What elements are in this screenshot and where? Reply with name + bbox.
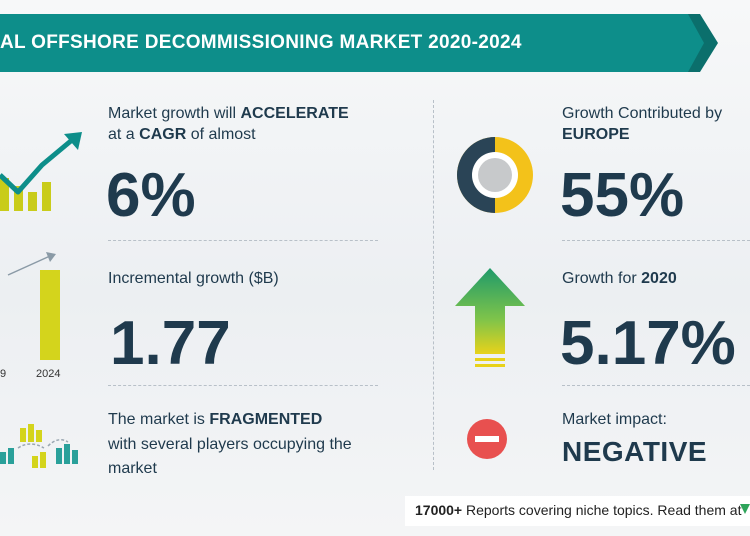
contribution-label-line1: Growth Contributed by bbox=[562, 105, 723, 122]
growth2020-value: 5.17% bbox=[560, 309, 736, 378]
header-title: AL OFFSHORE DECOMMISSIONING MARKET 2020-… bbox=[0, 32, 522, 53]
impact-value: NEGATIVE bbox=[562, 436, 708, 467]
cagr-label-line2: at a CAGR of almost bbox=[108, 126, 256, 143]
tick-left: 9 bbox=[0, 368, 7, 380]
incremental-value: 1.77 bbox=[110, 309, 231, 378]
cagr-value: 6% bbox=[106, 161, 196, 230]
cagr-label-line1: Market growth will ACCELERATE bbox=[108, 105, 349, 122]
growth2020-label: Growth for 2020 bbox=[562, 270, 677, 287]
market-line2: with several players occupying the bbox=[108, 436, 352, 453]
divider-left-2 bbox=[108, 385, 378, 386]
logo-icon bbox=[740, 504, 750, 514]
footer-bar: 17000+ Reports covering niche topics. Re… bbox=[405, 496, 750, 526]
contribution-label-line2: EUROPE bbox=[562, 126, 630, 143]
divider-right-1 bbox=[562, 240, 750, 241]
market-line1: The market is FRAGMENTED bbox=[108, 411, 323, 428]
bar-growth-icon bbox=[7, 252, 60, 360]
growth-chart-icon bbox=[0, 132, 82, 211]
market-line3: market bbox=[108, 460, 157, 477]
header-shape bbox=[0, 14, 718, 72]
incremental-label: Incremental growth ($B) bbox=[108, 270, 279, 287]
contribution-value: 55% bbox=[560, 161, 685, 230]
divider-left-1 bbox=[108, 240, 378, 241]
players-icon bbox=[0, 424, 78, 468]
divider-right-2 bbox=[562, 385, 750, 386]
up-arrow-icon bbox=[455, 268, 525, 367]
tick-right: 2024 bbox=[36, 368, 61, 380]
vertical-divider bbox=[433, 100, 434, 470]
header-banner: AL OFFSHORE DECOMMISSIONING MARKET 2020-… bbox=[0, 14, 718, 72]
minus-circle-icon bbox=[467, 419, 507, 459]
donut-chart-icon bbox=[457, 137, 533, 213]
impact-label: Market impact: bbox=[562, 411, 667, 428]
footer-text: 17000+ Reports covering niche topics. Re… bbox=[415, 502, 742, 518]
